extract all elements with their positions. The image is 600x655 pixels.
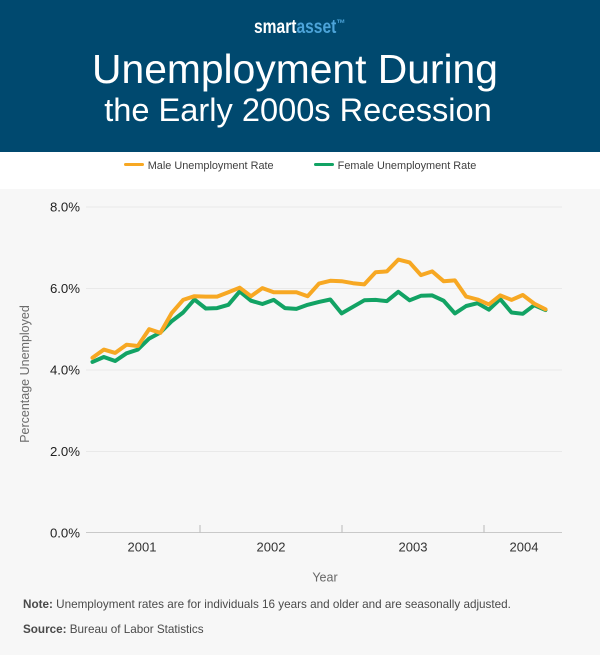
- svg-text:2002: 2002: [257, 540, 286, 555]
- svg-text:6.0%: 6.0%: [50, 281, 80, 296]
- svg-text:2003: 2003: [399, 540, 428, 555]
- svg-text:2.0%: 2.0%: [50, 444, 80, 459]
- svg-text:2001: 2001: [128, 540, 157, 555]
- svg-text:8.0%: 8.0%: [50, 200, 80, 215]
- svg-text:2004: 2004: [510, 540, 539, 555]
- svg-text:Year: Year: [312, 571, 337, 585]
- svg-text:Percentage Unemployed: Percentage Unemployed: [18, 305, 32, 443]
- svg-text:4.0%: 4.0%: [50, 363, 80, 378]
- svg-text:0.0%: 0.0%: [50, 526, 80, 541]
